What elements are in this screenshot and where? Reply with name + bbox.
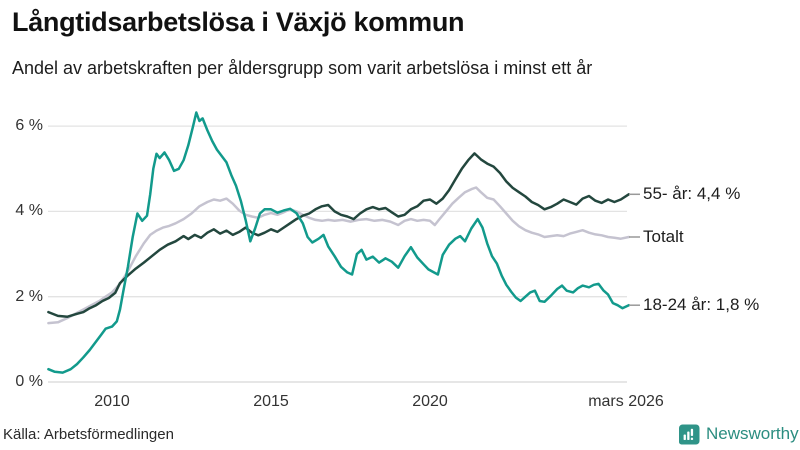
- y-tick-2: 2 %: [15, 288, 43, 305]
- x-tick-mars-2026: mars 2026: [588, 393, 664, 410]
- series-label-18-24-ar: 18-24 år: 1,8 %: [643, 295, 760, 315]
- x-tick-2015: 2015: [253, 393, 289, 410]
- source-attribution: Källa: Arbetsförmedlingen: [3, 426, 174, 443]
- newsworthy-logo[interactable]: Newsworthy: [679, 423, 799, 445]
- y-tick-0: 0 %: [15, 373, 43, 390]
- line-18-24-r: [47, 111, 631, 374]
- series-label-55-ar: 55- år: 4,4 %: [643, 184, 741, 204]
- series-label-totalt: Totalt: [643, 226, 684, 246]
- line-totalt: [47, 186, 631, 325]
- newsworthy-wordmark: Newsworthy: [706, 424, 799, 443]
- page-title: Långtidsarbetslösa i Växjö kommun: [12, 7, 465, 37]
- x-tick-2010: 2010: [94, 393, 130, 410]
- y-tick-4: 4 %: [15, 202, 43, 219]
- chart-subtitle: Andel av arbetskraften per åldersgrupp s…: [12, 58, 593, 78]
- x-tick-2020: 2020: [412, 393, 448, 410]
- line-55-r: [47, 152, 631, 318]
- newsworthy-icon: [679, 423, 700, 444]
- y-tick-6: 6 %: [15, 117, 43, 134]
